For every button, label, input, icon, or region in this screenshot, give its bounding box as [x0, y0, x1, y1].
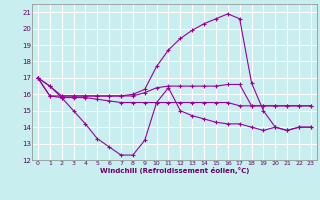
X-axis label: Windchill (Refroidissement éolien,°C): Windchill (Refroidissement éolien,°C) [100, 167, 249, 174]
